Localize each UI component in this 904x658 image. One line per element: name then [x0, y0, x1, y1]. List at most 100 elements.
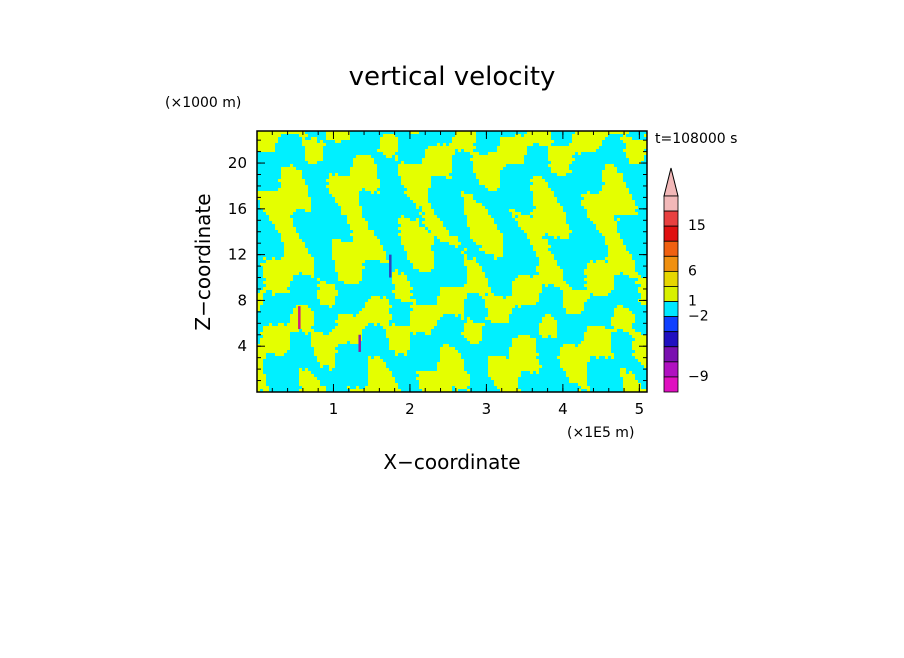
- updraft-cell: [584, 338, 611, 341]
- updraft-cell: [644, 365, 647, 368]
- updraft-cell: [428, 146, 476, 149]
- updraft-cell: [473, 161, 524, 164]
- updraft-cell: [260, 263, 314, 266]
- updraft-cell: [317, 356, 335, 359]
- updraft-cell: [512, 215, 515, 218]
- updraft-cell: [611, 320, 635, 323]
- updraft-cell: [332, 242, 380, 245]
- updraft-cell: [512, 344, 536, 347]
- updraft-cell: [320, 302, 335, 305]
- updraft-cell: [512, 341, 536, 344]
- updraft-cell: [467, 389, 470, 392]
- updraft-cell: [476, 242, 503, 245]
- updraft-cell: [413, 308, 464, 311]
- updraft-cell: [467, 218, 494, 221]
- colorbar-arrow: [663, 167, 679, 197]
- updraft-cell: [398, 167, 452, 170]
- updraft-cell: [353, 158, 374, 161]
- updraft-cell: [569, 377, 587, 380]
- updraft-cell: [548, 233, 569, 236]
- updraft-cell: [329, 182, 380, 185]
- updraft-cell: [530, 188, 551, 191]
- updraft-cell: [335, 260, 365, 263]
- y-tick-label: 8: [237, 291, 247, 309]
- updraft-cell: [584, 332, 611, 335]
- velocity-field: [257, 131, 647, 392]
- updraft-cell: [377, 191, 380, 194]
- updraft-cell: [281, 239, 302, 242]
- colorbar-label: 6: [688, 263, 697, 279]
- updraft-cell: [488, 368, 539, 371]
- updraft-cell: [335, 269, 362, 272]
- updraft-cell: [272, 221, 293, 224]
- updraft-cell: [257, 197, 311, 200]
- updraft-cell: [311, 137, 317, 140]
- updraft-cell: [341, 206, 362, 209]
- updraft-cell: [275, 224, 293, 227]
- updraft-cell: [332, 194, 359, 197]
- updraft-cell: [464, 284, 488, 287]
- updraft-cell: [398, 218, 410, 221]
- updraft-cell: [374, 323, 377, 326]
- updraft-cell: [272, 257, 275, 260]
- updraft-cell: [257, 365, 263, 368]
- updraft-cell: [437, 299, 464, 302]
- updraft-cell: [263, 329, 299, 332]
- updraft-cell: [467, 224, 497, 227]
- updraft-cell: [602, 179, 623, 182]
- updraft-cell: [464, 326, 482, 329]
- updraft-cell: [368, 371, 392, 374]
- updraft-cell: [392, 275, 407, 278]
- updraft-cell: [485, 251, 503, 254]
- updraft-cell: [587, 281, 614, 284]
- updraft-cell: [593, 293, 608, 296]
- updraft-cell: [422, 161, 452, 164]
- updraft-cell: [263, 209, 296, 212]
- updraft-cell: [539, 263, 557, 266]
- updraft-cell: [410, 314, 443, 317]
- updraft-cell: [383, 296, 386, 299]
- updraft-cell: [596, 356, 599, 359]
- updraft-cell: [317, 293, 338, 296]
- updraft-cell: [326, 185, 380, 188]
- updraft-cell: [413, 266, 434, 269]
- updraft-cell: [644, 134, 647, 137]
- updraft-cell: [524, 134, 551, 137]
- x-axis-title: X−coordinate: [383, 450, 520, 474]
- updraft-cell: [257, 137, 278, 140]
- updraft-cell: [509, 356, 536, 359]
- updraft-cell: [257, 344, 290, 347]
- updraft-cell: [527, 236, 542, 239]
- updraft-cell: [257, 347, 290, 350]
- updraft-cell: [311, 341, 347, 344]
- x-axis: 1 2 3 4 5: [271, 131, 644, 418]
- updraft-cell: [284, 254, 311, 257]
- updraft-cell: [497, 146, 527, 149]
- y-tick-label: 4: [237, 337, 247, 355]
- updraft-cell: [527, 131, 551, 134]
- colorbar-swatch: [663, 331, 679, 348]
- colorbar-swatch: [663, 195, 679, 212]
- updraft-cell: [290, 314, 314, 317]
- updraft-cell: [425, 332, 431, 335]
- updraft-cell: [398, 227, 425, 230]
- updraft-cell: [437, 236, 458, 239]
- updraft-cell: [518, 275, 530, 278]
- updraft-cell: [605, 356, 608, 359]
- updraft-cell: [305, 158, 323, 161]
- updraft-cell: [500, 137, 551, 140]
- updraft-cell: [470, 158, 524, 161]
- updraft-cell: [632, 347, 647, 350]
- updraft-cell: [257, 140, 278, 143]
- updraft-cell: [320, 365, 323, 368]
- updraft-cell: [425, 212, 434, 215]
- updraft-cell: [284, 251, 308, 254]
- updraft-cell: [443, 143, 446, 146]
- updraft-cell: [470, 341, 479, 344]
- updraft-cell: [548, 146, 599, 149]
- updraft-cell: [635, 338, 647, 341]
- updraft-cell: [386, 332, 410, 335]
- updraft-cell: [629, 371, 632, 374]
- updraft-cell: [566, 308, 584, 311]
